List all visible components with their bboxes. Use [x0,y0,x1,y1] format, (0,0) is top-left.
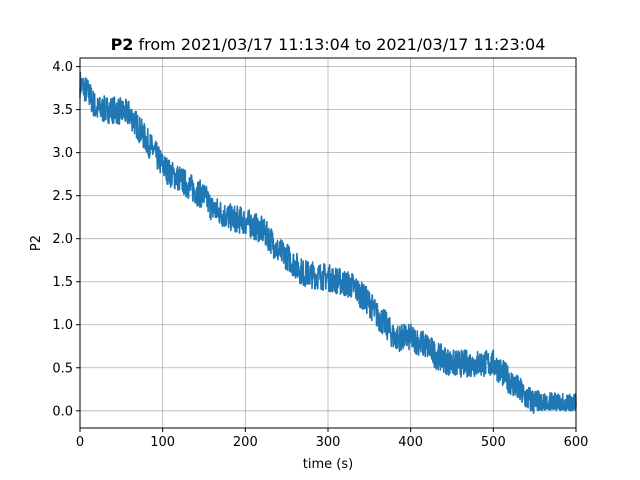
y-axis-label: P2 [29,235,44,251]
y-tick-label: 2.0 [52,232,73,247]
y-tick-label: 4.0 [52,60,73,75]
y-tick-label: 3.0 [52,146,73,161]
y-ticks: 0.0 0.5 1.0 1.5 2.0 2.5 3.0 3.5 4.0 [52,60,80,419]
y-tick-label: 0.5 [52,361,73,376]
title-bold: P2 [111,35,134,54]
series-line [79,71,577,414]
x-axis-label: time (s) [303,457,353,472]
x-ticks: 0 100 200 300 400 500 600 [76,428,589,450]
chart-title: P2 from 2021/03/17 11:13:04 to 2021/03/1… [111,35,546,54]
title-rest: from 2021/03/17 11:13:04 to 2021/03/17 1… [133,35,545,54]
x-tick-label: 600 [564,435,589,450]
y-tick-label: 0.0 [52,404,73,419]
x-tick-label: 100 [150,435,175,450]
grid [79,58,577,428]
x-tick-label: 400 [398,435,423,450]
x-tick-label: 500 [481,435,506,450]
x-tick-label: 200 [233,435,258,450]
y-tick-label: 3.5 [52,103,73,118]
x-tick-label: 300 [316,435,341,450]
series [79,71,577,414]
y-tick-label: 1.0 [52,318,73,333]
y-tick-label: 1.5 [52,275,73,290]
y-tick-label: 2.5 [52,189,73,204]
x-tick-label: 0 [76,435,84,450]
